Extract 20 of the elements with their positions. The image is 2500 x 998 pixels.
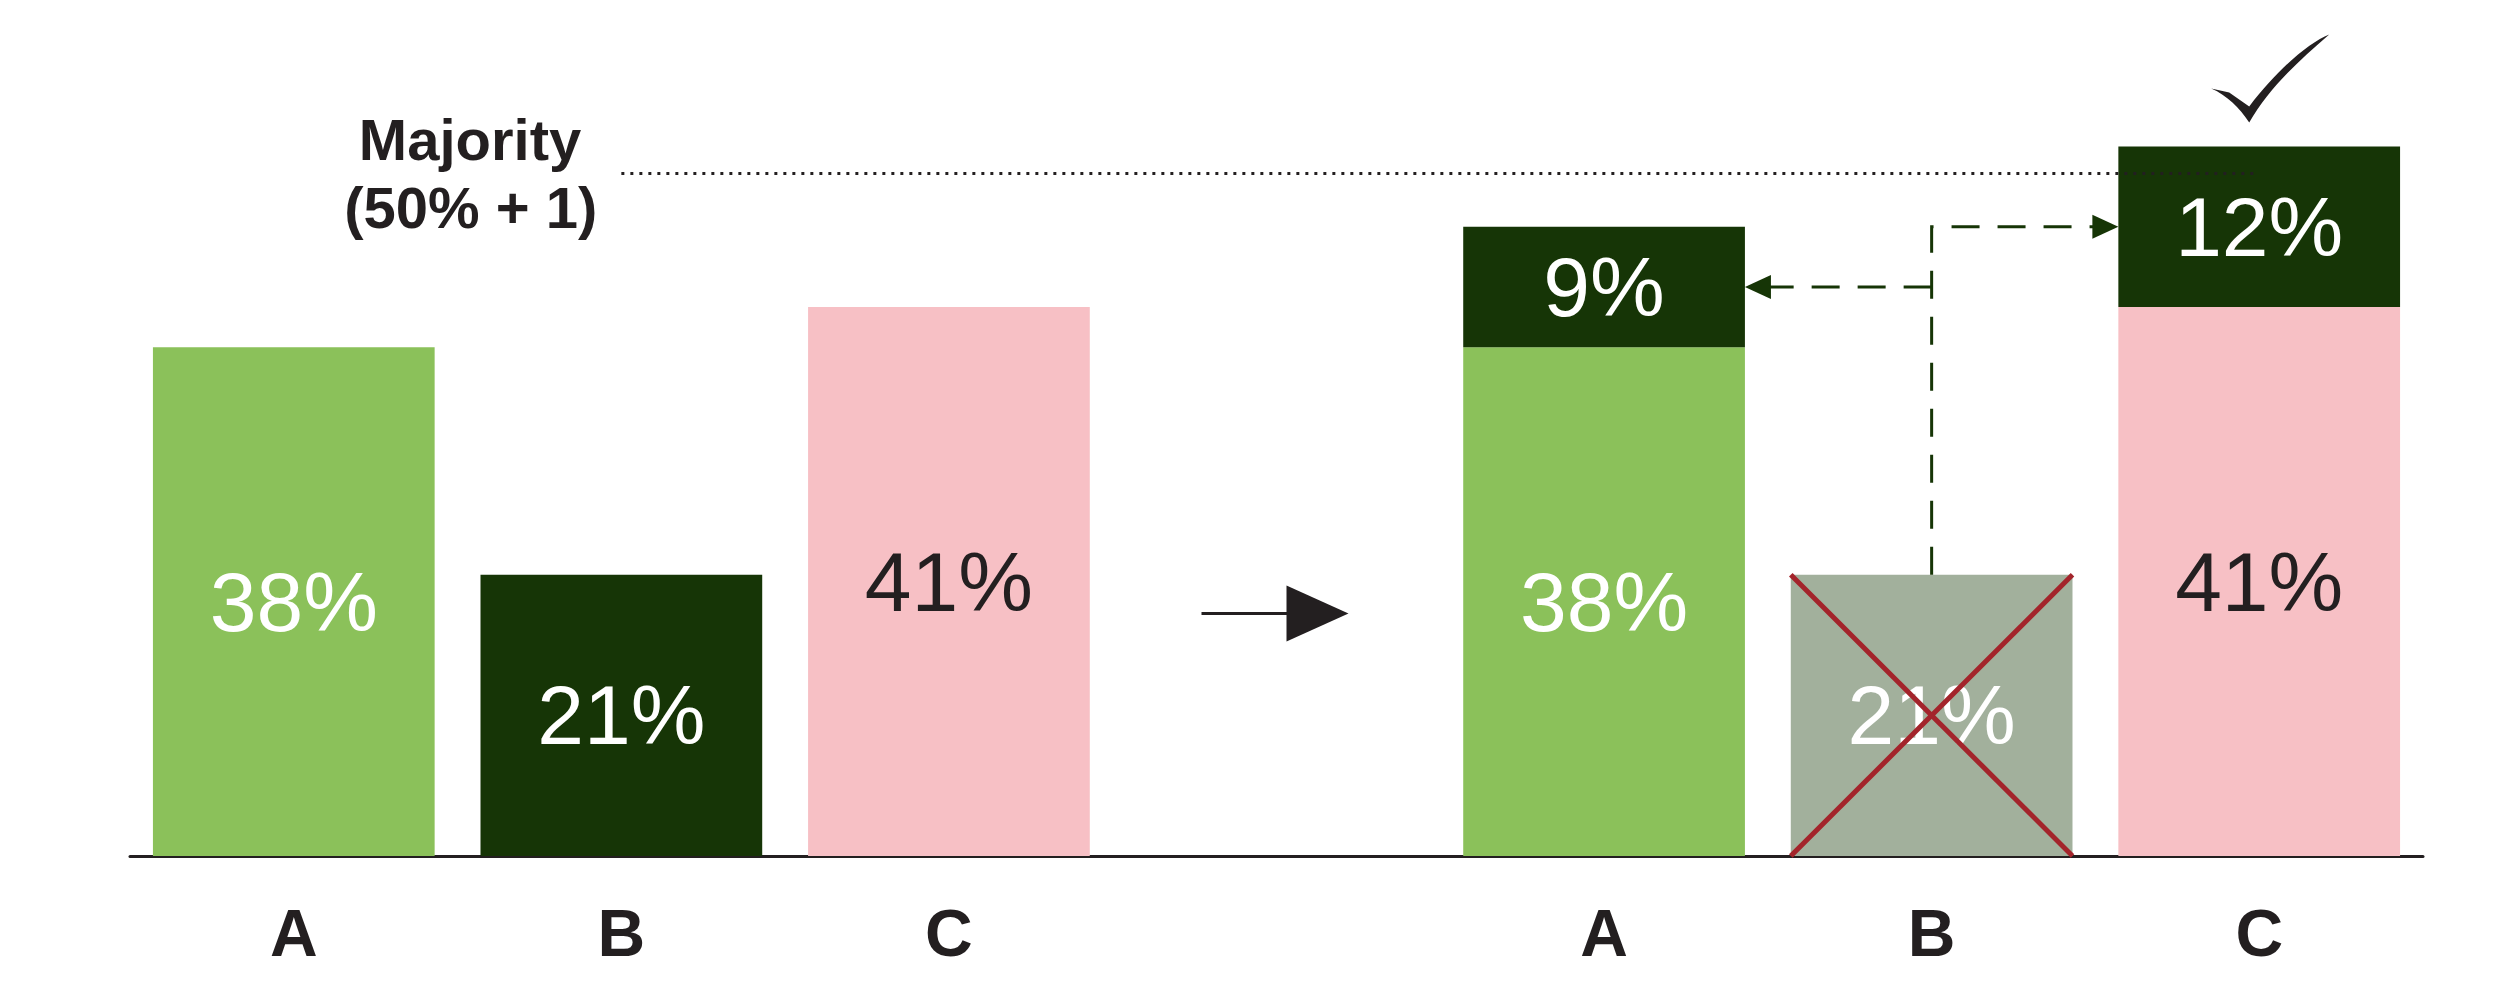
bar — [2118, 307, 2401, 856]
bar — [1463, 226, 1745, 348]
bar — [2118, 146, 2401, 308]
data-label: 41% — [864, 534, 1033, 629]
x-tick-label: B — [1907, 896, 1956, 970]
x-tick-label: B — [597, 896, 646, 970]
data-label: 41% — [2175, 534, 2344, 629]
x-tick-label: A — [1580, 896, 1628, 970]
x-tick-label: C — [2235, 896, 2284, 970]
ref-line-label: Majority (50% + 1) — [344, 106, 598, 240]
bar — [808, 307, 1090, 856]
x-tick-label: A — [269, 896, 318, 970]
data-label: 38% — [209, 554, 378, 649]
data-label: 12% — [2175, 179, 2344, 274]
bar — [152, 347, 435, 856]
data-label: 9% — [1543, 240, 1665, 335]
x-tick-label: C — [925, 896, 973, 970]
bar — [1463, 347, 1745, 856]
data-label: 38% — [1520, 554, 1689, 649]
data-label: 21% — [537, 668, 706, 763]
